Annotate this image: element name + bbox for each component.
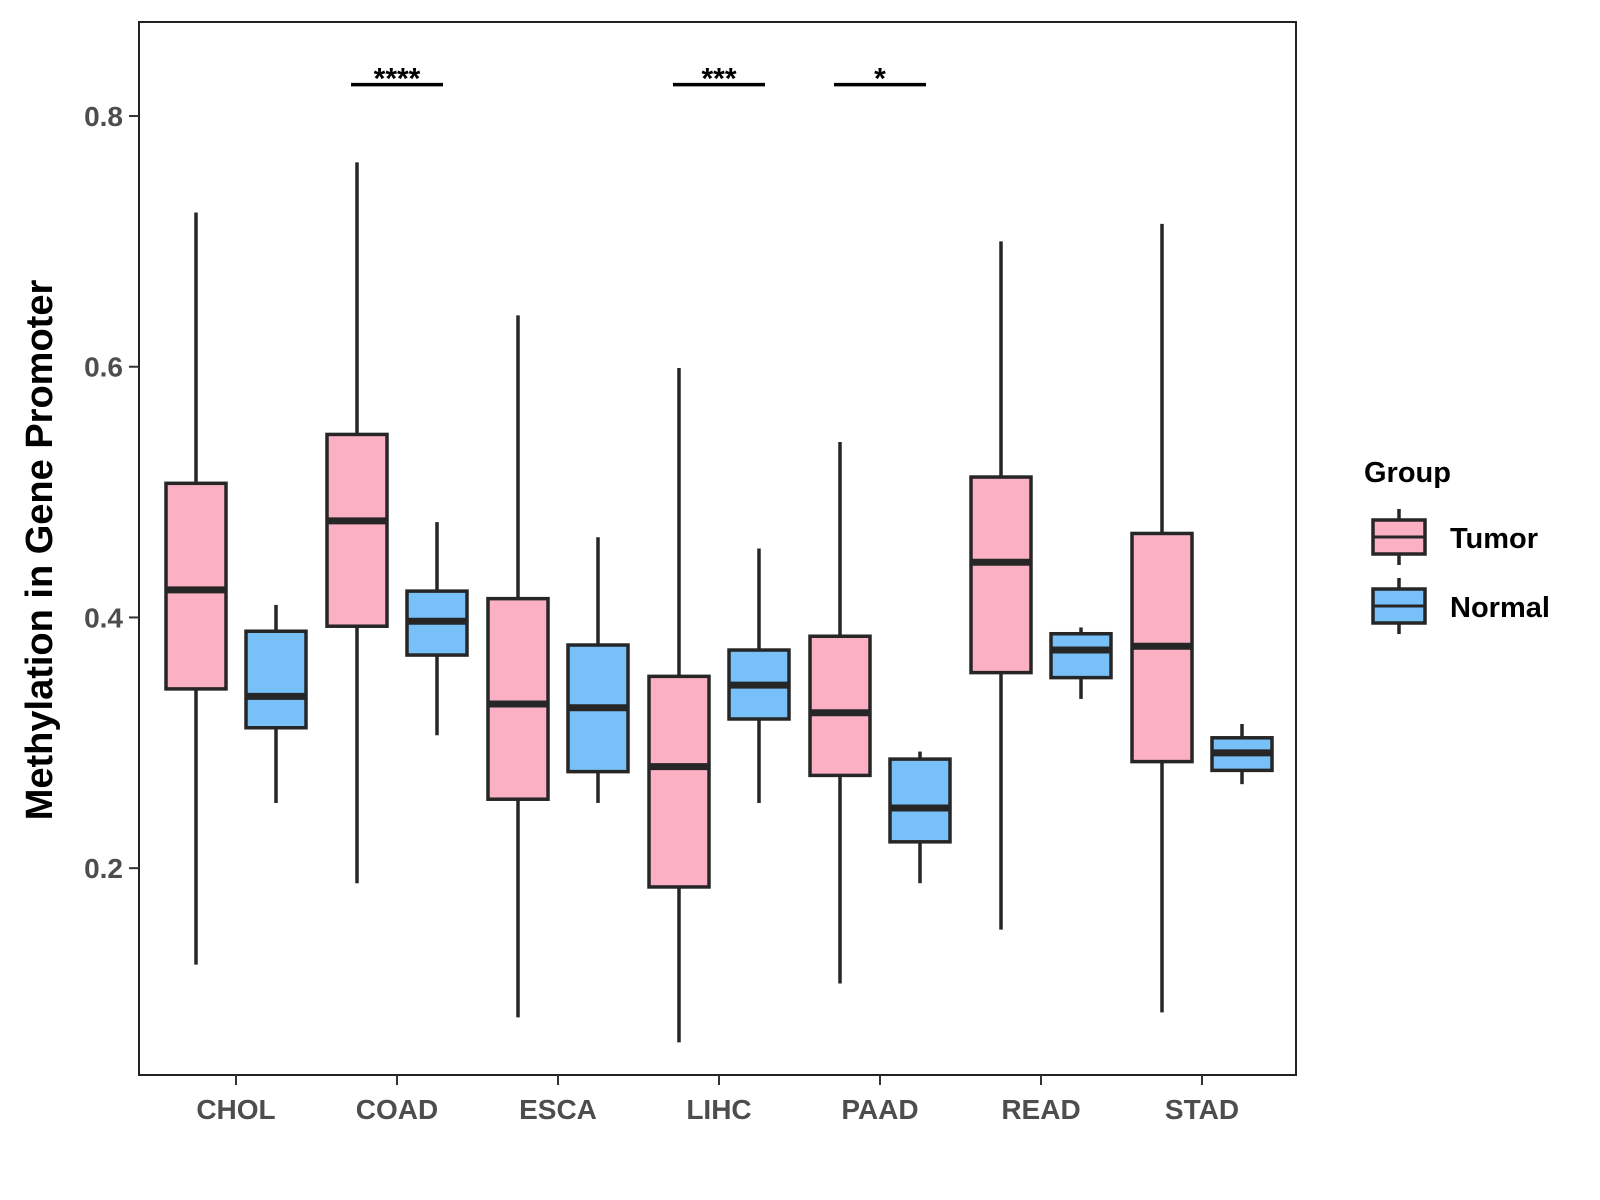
box-tumor-lihc: [647, 367, 711, 1043]
legend-label: Normal: [1450, 592, 1550, 624]
box-tumor-coad: [325, 162, 389, 884]
iqr-box: [164, 481, 228, 691]
box-normal-lihc: [727, 548, 791, 803]
x-tick-label: STAD: [1165, 1094, 1239, 1125]
iqr-box: [1049, 631, 1113, 680]
box-tumor-esca: [486, 315, 550, 1018]
significance-label: *: [874, 63, 886, 96]
y-tick-label: 0.2: [84, 853, 123, 884]
significance-label: ****: [374, 63, 421, 96]
box-tumor-read: [969, 241, 1033, 930]
iqr-box: [969, 475, 1033, 675]
iqr-box: [647, 674, 711, 889]
x-tick-label: READ: [1001, 1094, 1080, 1125]
box-normal-paad: [888, 751, 952, 884]
x-tick-label: PAAD: [841, 1094, 918, 1125]
y-axis-title: Methylation in Gene Promoter: [19, 280, 61, 821]
x-tick-label: CHOL: [196, 1094, 275, 1125]
box-normal-esca: [566, 537, 630, 803]
iqr-box: [888, 757, 952, 844]
y-tick-label: 0.4: [84, 602, 123, 633]
legend-label: Tumor: [1450, 523, 1538, 555]
legend: Group Tumor Normal: [1364, 457, 1550, 634]
x-tick-label: COAD: [356, 1094, 438, 1125]
box-normal-coad: [405, 522, 469, 736]
significance-label: ***: [701, 63, 736, 96]
x-tick-label: LIHC: [686, 1094, 751, 1125]
plot-panel: 0.2 0.4 0.6 0.8 CHOL COAD ESCA LIHC PAAD READ STAD…: [84, 21, 1297, 1125]
panel-border: [138, 21, 1297, 1076]
iqr-box: [808, 634, 872, 778]
y-tick-label: 0.8: [84, 101, 123, 132]
box-normal-stad: [1210, 724, 1274, 785]
iqr-box: [244, 629, 308, 730]
box-normal-read: [1049, 627, 1113, 699]
legend-key-normal: [1371, 578, 1427, 634]
legend-key-tumor: [1371, 509, 1427, 565]
box-tumor-paad: [808, 441, 872, 984]
y-tick-label: 0.6: [84, 352, 123, 383]
iqr-box: [325, 432, 389, 628]
box-tumor-stad: [1130, 223, 1194, 1013]
box-tumor-chol: [164, 212, 228, 965]
box-normal-chol: [244, 604, 308, 803]
x-tick-label: ESCA: [519, 1094, 597, 1125]
iqr-box: [486, 596, 550, 801]
legend-title: Group: [1364, 457, 1451, 489]
